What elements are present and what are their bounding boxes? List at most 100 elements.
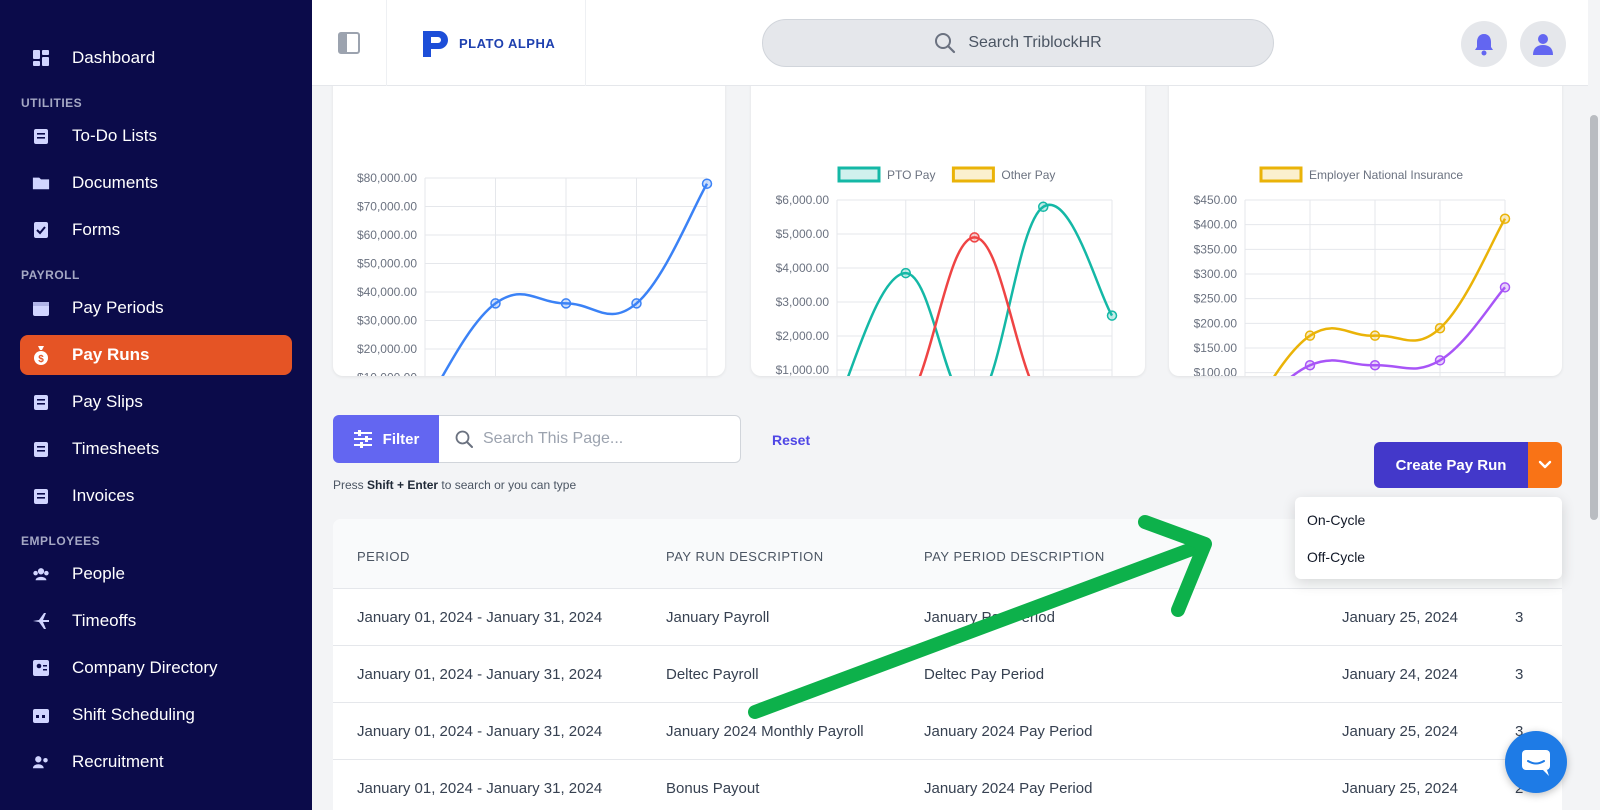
sidebar-item-forms[interactable]: Forms xyxy=(20,210,292,250)
column-header-period[interactable]: PERIOD xyxy=(357,549,410,564)
sidebar-item-label: Shift Scheduling xyxy=(72,705,195,724)
table-row[interactable]: January 01, 2024 - January 31, 2024 Janua… xyxy=(333,703,1562,760)
legend-swatch xyxy=(1259,166,1303,183)
sidebar-item-label: To-Do Lists xyxy=(72,126,158,145)
data-point[interactable] xyxy=(1369,330,1381,341)
series-line xyxy=(1290,286,1506,376)
shift-scheduling-icon xyxy=(32,706,50,724)
sidebar-item-label: Documents xyxy=(72,173,158,192)
sidebar-item-label: People xyxy=(72,564,125,583)
data-point[interactable] xyxy=(900,267,911,279)
table-row[interactable]: January 01, 2024 - January 31, 2024 Janua… xyxy=(333,589,1562,646)
column-header-pay-period-description[interactable]: PAY PERIOD DESCRIPTION xyxy=(924,549,1105,564)
data-point[interactable] xyxy=(1304,360,1316,371)
data-point[interactable] xyxy=(1106,310,1118,321)
sidebar-item-label: Invoices xyxy=(72,486,135,505)
timeoffs-icon xyxy=(32,612,50,630)
y-tick-label: $1,000.00 xyxy=(776,363,830,376)
data-point[interactable] xyxy=(1434,355,1446,366)
y-tick-label: $300.00 xyxy=(1194,267,1238,281)
filter-bar: Filter Search This Page... xyxy=(333,415,741,463)
gross-pay-chart: $0.00$10,000.00$20,000.00$30,000.00$40,0… xyxy=(357,171,713,376)
sidebar-item-to-do-lists[interactable]: To-Do Lists xyxy=(20,116,292,156)
taxes-chart: $0.00$50.00$100.00$150.00$200.00$250.00$… xyxy=(1194,166,1511,376)
search-hint: Press Shift + Enter to search or you can… xyxy=(333,478,576,492)
data-point[interactable] xyxy=(1038,201,1049,213)
y-tick-label: $150.00 xyxy=(1194,341,1238,355)
create-pay-run-dropdown-toggle[interactable] xyxy=(1528,442,1562,488)
sidebar-item-timeoffs[interactable]: Timeoffs xyxy=(20,601,292,641)
table-body: January 01, 2024 - January 31, 2024 Janua… xyxy=(333,589,1562,810)
table-row[interactable]: January 01, 2024 - January 31, 2024 Bonus… xyxy=(333,760,1562,810)
column-header-pay-run-description[interactable]: PAY RUN DESCRIPTION xyxy=(666,549,824,564)
data-point[interactable] xyxy=(490,298,501,309)
filter-button[interactable]: Filter xyxy=(333,415,439,463)
filter-button-label: Filter xyxy=(382,430,420,448)
bell-icon xyxy=(1475,34,1493,56)
menu-item-on-cycle[interactable]: On-Cycle xyxy=(1307,512,1366,528)
search-hint-suffix: to search or you can type xyxy=(438,478,577,492)
sidebar-item-people[interactable]: People xyxy=(20,554,292,594)
series-line xyxy=(1273,218,1507,376)
sidebar-toggle-icon[interactable] xyxy=(338,32,360,54)
legend-swatch xyxy=(951,166,995,183)
menu-item-off-cycle[interactable]: Off-Cycle xyxy=(1307,549,1366,565)
data-point[interactable] xyxy=(1304,330,1316,341)
sidebar-item-pay-slips[interactable]: Pay Slips xyxy=(20,382,292,422)
brand-logo[interactable]: PLATO ALPHA xyxy=(386,0,586,86)
additions-chart-card: $0.00$1,000.00$2,000.00$3,000.00$4,000.0… xyxy=(751,86,1145,376)
legend-swatch xyxy=(837,166,881,183)
page-scrollbar[interactable] xyxy=(1588,0,1600,810)
sidebar-item-shift-scheduling[interactable]: Shift Scheduling xyxy=(20,695,292,735)
sidebar-item-pay-periods[interactable]: Pay Periods xyxy=(20,288,292,328)
cell-count: 3 xyxy=(1515,666,1524,683)
y-tick-label: $6,000.00 xyxy=(776,193,830,207)
y-tick-label: $400.00 xyxy=(1194,218,1238,232)
legend-label: PTO Pay xyxy=(887,168,935,182)
data-point[interactable] xyxy=(701,178,713,189)
data-point[interactable] xyxy=(631,298,642,309)
sidebar-item-invoices[interactable]: Invoices xyxy=(20,476,292,516)
create-pay-run-button[interactable]: Create Pay Run xyxy=(1374,442,1528,488)
sidebar-item-documents[interactable]: Documents xyxy=(20,163,292,203)
y-tick-label: $60,000.00 xyxy=(357,228,417,242)
chat-button[interactable] xyxy=(1505,731,1567,793)
global-search-placeholder: Search TriblockHR xyxy=(968,34,1102,51)
data-point[interactable] xyxy=(969,232,980,243)
search-hint-shift-key: Shift xyxy=(367,478,394,492)
cell-pay-period: Deltec Pay Period xyxy=(924,666,1045,683)
sidebar-item-company-directory[interactable]: Company Directory xyxy=(20,648,292,688)
main-content: $0.00$10,000.00$20,000.00$30,000.00$40,0… xyxy=(312,86,1588,810)
search-icon xyxy=(935,33,956,54)
cell-period: January 01, 2024 - January 31, 2024 xyxy=(357,666,603,683)
cell-pay-period: January Pay Period xyxy=(924,609,1055,626)
y-tick-label: $50,000.00 xyxy=(357,257,417,271)
legend-label: Other Pay xyxy=(1001,168,1055,182)
sidebar-item-pay-runs[interactable]: $ Pay Runs xyxy=(20,335,292,375)
sidebar-item-label: Forms xyxy=(72,220,121,239)
data-point[interactable] xyxy=(1369,360,1381,371)
sidebar-item-label: Pay Runs xyxy=(72,345,150,364)
data-point[interactable] xyxy=(1499,213,1511,224)
cell-pay-run: Bonus Payout xyxy=(666,780,760,797)
sidebar-item-dashboard[interactable]: Dashboard xyxy=(20,38,292,78)
cell-count: 3 xyxy=(1515,723,1524,740)
notifications-button[interactable] xyxy=(1461,21,1507,67)
table-row[interactable]: January 01, 2024 - January 31, 2024 Delte… xyxy=(333,646,1562,703)
data-point[interactable] xyxy=(1434,323,1446,334)
page-search-input[interactable]: Search This Page... xyxy=(439,415,741,463)
sidebar-item-label: Pay Periods xyxy=(72,298,164,317)
scrollbar-thumb[interactable] xyxy=(1590,115,1598,520)
additions-chart: $0.00$1,000.00$2,000.00$3,000.00$4,000.0… xyxy=(776,166,1118,376)
global-search-input[interactable]: Search TriblockHR xyxy=(762,19,1274,67)
sidebar-item-timesheets[interactable]: Timesheets xyxy=(20,429,292,469)
y-tick-label: $2,000.00 xyxy=(776,329,830,343)
sidebar-item-recruitment[interactable]: Recruitment xyxy=(20,742,292,782)
user-menu-button[interactable] xyxy=(1520,21,1566,67)
plato-logo-icon xyxy=(423,31,448,57)
data-point[interactable] xyxy=(1499,282,1511,293)
data-point[interactable] xyxy=(560,298,572,309)
reset-link[interactable]: Reset xyxy=(772,432,811,448)
sidebar: Dashboard UTILITIES To-Do Lists Documents Fo… xyxy=(0,0,312,810)
search-hint-prefix: Press xyxy=(333,478,368,492)
